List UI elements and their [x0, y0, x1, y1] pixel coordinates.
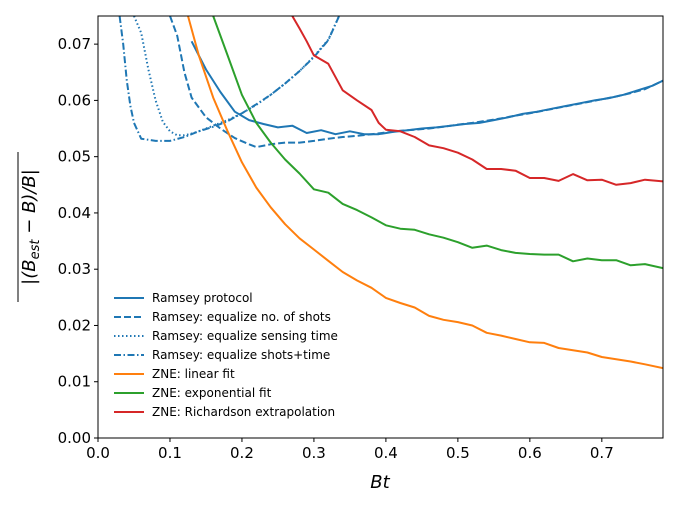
legend-label: Ramsey: equalize no. of shots: [152, 310, 331, 324]
y-tick-label: 0.02: [58, 316, 91, 334]
legend-label: Ramsey: equalize sensing time: [152, 329, 338, 343]
y-tick-label: 0.00: [58, 429, 91, 447]
y-axis-label: |(Best − B)/B|: [17, 152, 43, 302]
x-tick-label: 0.2: [230, 444, 254, 462]
series-layer: [118, 16, 663, 370]
plot-frame: [97, 15, 664, 439]
x-tick-label: 0.7: [590, 444, 614, 462]
y-tick-label: 0.05: [58, 148, 91, 166]
y-tick-label: 0.03: [58, 260, 91, 278]
y-label-rest: − B)/B|: [19, 169, 40, 239]
plot-background: [98, 16, 663, 438]
y-tick-label: 0.04: [58, 204, 91, 222]
y-ticks: 0.00 0.01 0.02 0.03 0.04 0.05 0.06 0.07: [58, 35, 98, 447]
y-tick-label: 0.06: [58, 91, 91, 109]
legend-label: Ramsey protocol: [152, 291, 253, 305]
legend-label: ZNE: Richardson extrapolation: [152, 405, 335, 419]
x-tick-label: 0.0: [86, 444, 110, 462]
x-tick-label: 0.3: [302, 444, 326, 462]
legend-label: Ramsey: equalize shots+time: [152, 348, 330, 362]
x-tick-label: 0.4: [374, 444, 398, 462]
x-tick-label: 0.5: [446, 444, 470, 462]
y-label-sub: est: [28, 239, 43, 260]
x-axis-label: Bt: [370, 472, 390, 493]
x-tick-label: 0.6: [518, 444, 542, 462]
series-line: [291, 16, 663, 186]
series-line: [212, 16, 663, 270]
svg-text:|(Best − B)/B|: |(Best − B)/B|: [19, 169, 43, 285]
series-line: [187, 16, 663, 370]
legend-label: ZNE: linear fit: [152, 367, 235, 381]
legend: Ramsey protocol Ramsey: equalize no. of s…: [114, 291, 338, 419]
y-tick-label: 0.07: [58, 35, 91, 53]
legend-label: ZNE: exponential fit: [152, 386, 272, 400]
y-tick-label: 0.01: [58, 373, 91, 391]
x-tick-label: 0.1: [158, 444, 182, 462]
y-label-open: |(B: [19, 259, 40, 284]
series-line: [118, 16, 341, 142]
x-ticks: 0.0 0.1 0.2 0.3 0.4 0.5 0.6 0.7: [86, 438, 614, 462]
